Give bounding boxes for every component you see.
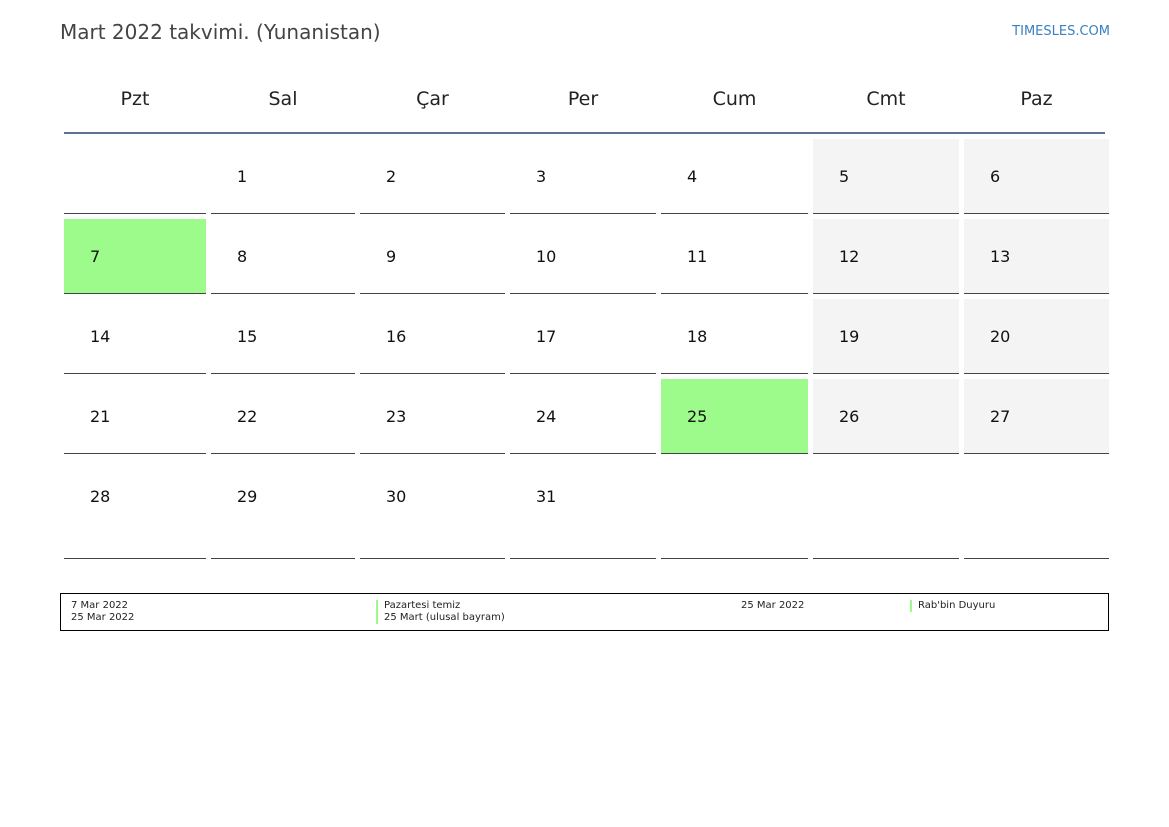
day-number: 28 xyxy=(90,487,111,506)
day-number: 29 xyxy=(237,487,258,506)
day-cell-holiday: 25 xyxy=(661,379,808,454)
day-cell: 28 xyxy=(64,459,206,559)
weekday-wed: Çar xyxy=(416,88,449,110)
day-cell: 23 xyxy=(360,379,505,454)
day-number: 13 xyxy=(990,247,1011,266)
day-cell: 17 xyxy=(510,299,656,374)
day-number: 3 xyxy=(536,167,547,186)
calendar-grid: 1 2 3 4 5 6 7 8 9 10 11 12 13 14 15 16 1… xyxy=(64,139,1109,559)
weekday-sun: Paz xyxy=(1020,88,1053,110)
day-number: 17 xyxy=(536,327,557,346)
day-cell xyxy=(64,139,206,214)
day-cell: 24 xyxy=(510,379,656,454)
day-number: 14 xyxy=(90,327,111,346)
day-cell: 9 xyxy=(360,219,505,294)
legend-date: 25 Mar 2022 xyxy=(741,600,805,611)
day-number: 16 xyxy=(386,327,407,346)
day-cell-weekend: 26 xyxy=(813,379,959,454)
weekday-thu: Per xyxy=(567,88,599,110)
day-cell: 15 xyxy=(211,299,355,374)
weekday-mon: Pzt xyxy=(120,88,150,110)
day-number: 25 xyxy=(687,407,708,426)
legend-date: 25 Mar 2022 xyxy=(71,612,135,623)
day-number: 24 xyxy=(536,407,557,426)
day-cell xyxy=(813,459,959,559)
legend-holiday-name: Pazartesi temiz xyxy=(376,600,460,612)
day-number: 22 xyxy=(237,407,258,426)
day-cell-weekend: 12 xyxy=(813,219,959,294)
day-number: 9 xyxy=(386,247,397,266)
weekday-sat: Cmt xyxy=(866,88,906,110)
day-number: 23 xyxy=(386,407,407,426)
weekday-fri: Cum xyxy=(712,88,757,110)
day-number: 10 xyxy=(536,247,557,266)
day-number: 27 xyxy=(990,407,1011,426)
day-cell: 16 xyxy=(360,299,505,374)
legend-date: 7 Mar 2022 xyxy=(71,600,129,611)
day-cell: 29 xyxy=(211,459,355,559)
day-cell: 8 xyxy=(211,219,355,294)
day-number: 11 xyxy=(687,247,708,266)
day-number: 8 xyxy=(237,247,248,266)
day-cell-weekend: 27 xyxy=(964,379,1109,454)
day-cell: 4 xyxy=(661,139,808,214)
day-cell: 11 xyxy=(661,219,808,294)
day-cell-weekend: 19 xyxy=(813,299,959,374)
day-number: 1 xyxy=(237,167,248,186)
weekday-header: Pzt Sal Çar Per Cum Cmt Paz xyxy=(64,74,1105,134)
day-number: 4 xyxy=(687,167,698,186)
day-cell: 1 xyxy=(211,139,355,214)
day-number: 5 xyxy=(839,167,850,186)
day-number: 19 xyxy=(839,327,860,346)
day-number: 20 xyxy=(990,327,1011,346)
day-number: 7 xyxy=(90,247,101,266)
day-number: 12 xyxy=(839,247,860,266)
day-cell-weekend: 6 xyxy=(964,139,1109,214)
day-cell: 31 xyxy=(510,459,656,559)
page-title: Mart 2022 takvimi. (Yunanistan) xyxy=(60,20,381,44)
day-cell-weekend: 5 xyxy=(813,139,959,214)
day-cell: 2 xyxy=(360,139,505,214)
day-cell: 22 xyxy=(211,379,355,454)
day-cell: 21 xyxy=(64,379,206,454)
day-number: 31 xyxy=(536,487,557,506)
day-cell-weekend: 20 xyxy=(964,299,1109,374)
day-cell: 3 xyxy=(510,139,656,214)
day-cell xyxy=(964,459,1109,559)
day-number: 2 xyxy=(386,167,397,186)
day-number: 21 xyxy=(90,407,111,426)
day-cell: 30 xyxy=(360,459,505,559)
holiday-legend: 7 Mar 2022 Pazartesi temiz 25 Mar 2022 2… xyxy=(60,593,1109,631)
day-number: 18 xyxy=(687,327,708,346)
day-number: 15 xyxy=(237,327,258,346)
weekday-tue: Sal xyxy=(268,88,298,110)
brand-link[interactable]: TIMESLES.COM xyxy=(1012,24,1110,39)
day-cell: 14 xyxy=(64,299,206,374)
day-cell: 18 xyxy=(661,299,808,374)
day-number: 6 xyxy=(990,167,1001,186)
day-cell: 10 xyxy=(510,219,656,294)
day-cell xyxy=(661,459,808,559)
legend-holiday-name: 25 Mart (ulusal bayram) xyxy=(376,612,505,624)
legend-holiday-name: Rab'bin Duyuru xyxy=(910,600,995,612)
day-cell-weekend: 13 xyxy=(964,219,1109,294)
day-number: 26 xyxy=(839,407,860,426)
day-cell-holiday: 7 xyxy=(64,219,206,294)
day-number: 30 xyxy=(386,487,407,506)
